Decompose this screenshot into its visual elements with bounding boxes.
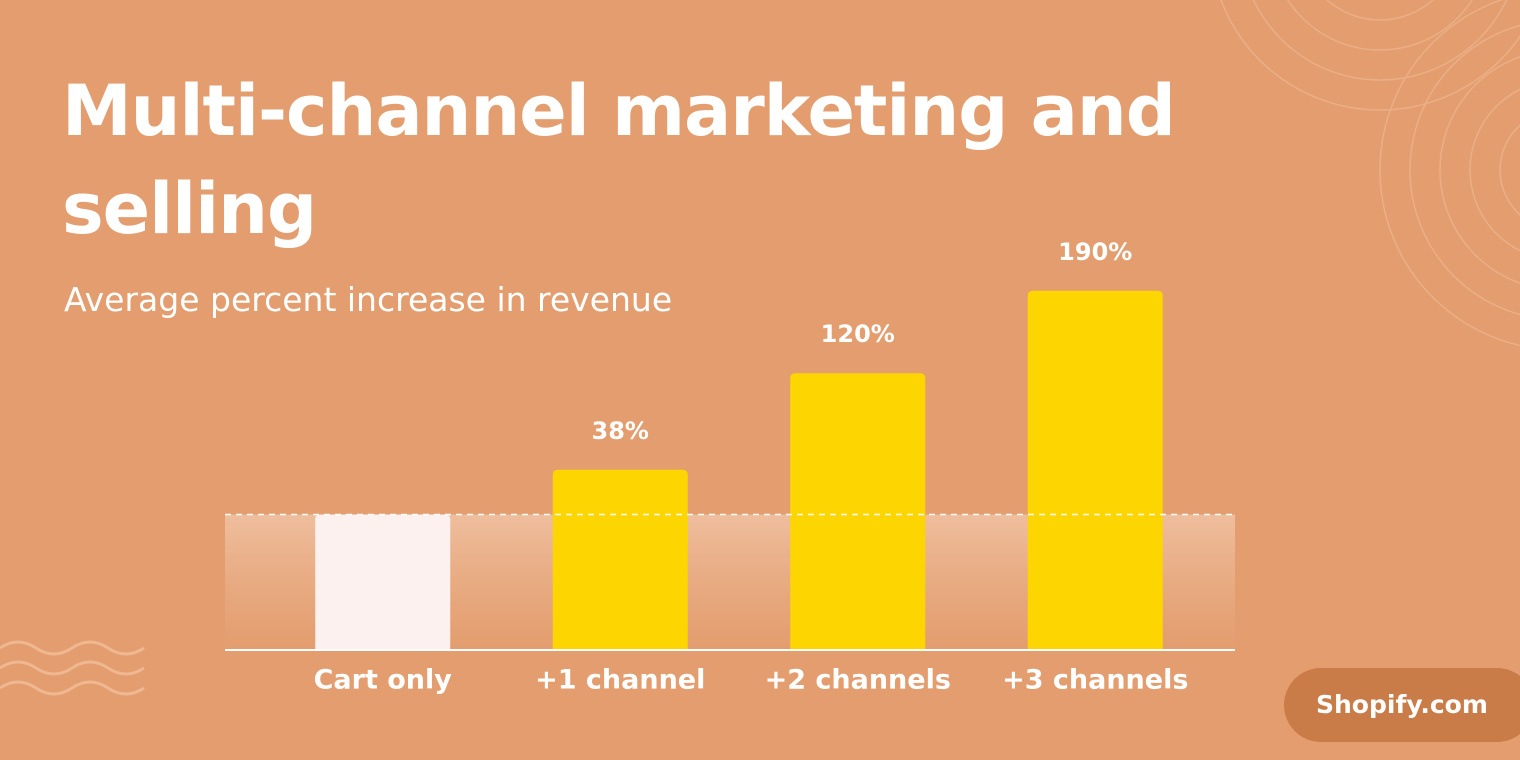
plot-area: Cart only +1 channel 38% +2 channels 120% +3 … xyxy=(225,238,1235,696)
bar xyxy=(1027,290,1163,650)
decor-waves xyxy=(0,640,145,696)
decor-circles xyxy=(1220,0,1520,347)
source-badge: Shopify.com xyxy=(1284,668,1520,742)
x-tick-label: +2 channels xyxy=(765,665,951,696)
data-label: 190% xyxy=(1058,238,1132,266)
chart-subtitle: Average percent increase in revenue xyxy=(64,280,673,319)
chart-title: Multi-channel marketing and selling xyxy=(62,70,1176,250)
bar xyxy=(552,469,688,650)
bar xyxy=(315,514,451,650)
data-label: 120% xyxy=(821,320,895,348)
x-tick-label: +1 channel xyxy=(535,665,705,696)
x-tick-label: Cart only xyxy=(314,665,453,696)
bar xyxy=(790,373,926,650)
x-tick-label: +3 channels xyxy=(1002,665,1188,696)
data-label: 38% xyxy=(592,417,649,445)
